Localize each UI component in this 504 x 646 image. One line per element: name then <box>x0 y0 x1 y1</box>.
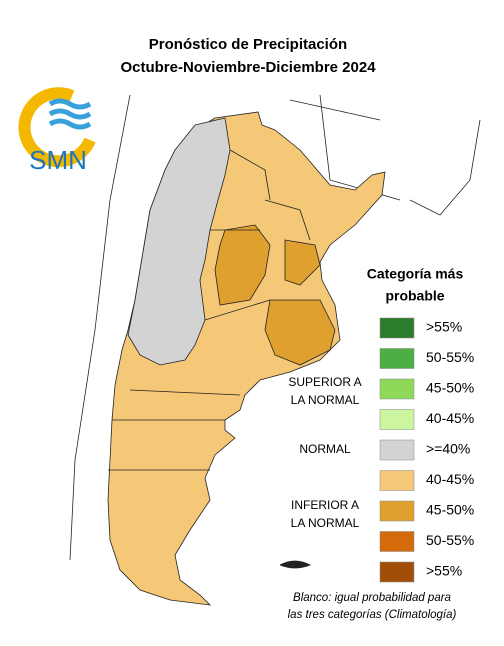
legend-group: NORMAL <box>299 442 351 456</box>
legend-swatch <box>379 378 415 400</box>
legend-label: >=40% <box>426 441 470 457</box>
legend-swatch <box>379 561 415 583</box>
note: Blanco: igual probabilidad para <box>293 592 451 604</box>
legend-swatch <box>379 439 415 461</box>
legend-label: 45-50% <box>426 380 474 396</box>
legend: >55% 50-55% 45-50% 40-45% >=40% 40-45% 45-50% 5… <box>288 317 474 583</box>
legend-group: LA NORMAL <box>291 516 360 530</box>
legend-swatch <box>379 531 415 552</box>
legend-label: >55% <box>426 319 462 335</box>
legend-group: LA NORMAL <box>291 393 360 407</box>
map <box>69 94 481 606</box>
legend-label: 45-50% <box>426 502 474 518</box>
legend-swatch <box>379 409 415 430</box>
legend-label: 40-45% <box>426 410 474 426</box>
legend-swatch <box>379 348 415 369</box>
islands <box>279 560 311 569</box>
legend-group: SUPERIOR A <box>288 375 361 389</box>
legend-title: probable <box>385 288 444 304</box>
inferior-45-area <box>284 239 321 286</box>
legend-label: 50-55% <box>426 532 474 548</box>
legend-label: 40-45% <box>426 471 474 487</box>
legend-swatch <box>379 317 415 339</box>
title: Pronóstico de Precipitación <box>149 36 347 53</box>
note: las tres categorías (Climatología) <box>288 609 457 621</box>
legend-swatch <box>379 470 415 491</box>
neighbor-borders <box>69 94 481 561</box>
legend-swatch <box>379 500 415 522</box>
logo-text: SMN <box>29 145 87 175</box>
logo-arc <box>18 87 96 168</box>
logo-waves <box>48 98 92 130</box>
legend-label: 50-55% <box>426 349 474 365</box>
legend-title: Categoría más <box>367 266 464 282</box>
legend-label: >55% <box>426 563 462 579</box>
province-borders <box>108 149 311 471</box>
inferior-45-area <box>214 224 271 306</box>
normal-area <box>127 117 231 366</box>
legend-group: INFERIOR A <box>291 498 359 512</box>
logo: SMN <box>18 87 96 175</box>
subtitle: Octubre-Noviembre-Diciembre 2024 <box>120 59 376 76</box>
inferior-45-area <box>264 299 336 366</box>
